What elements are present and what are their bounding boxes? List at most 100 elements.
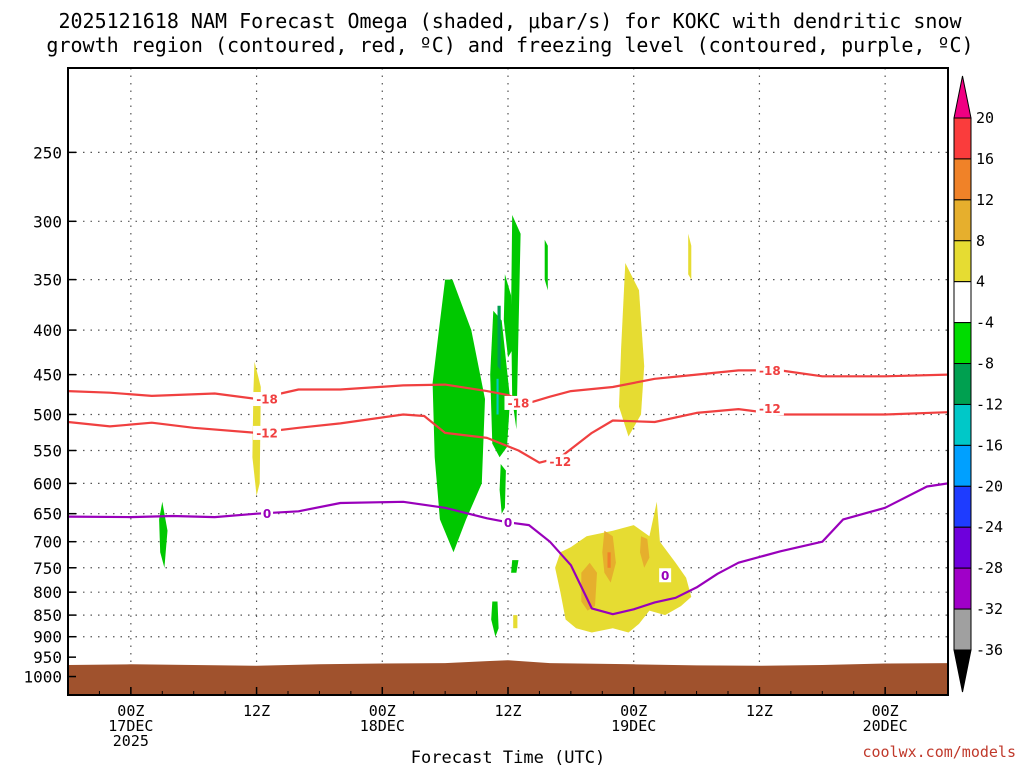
colorbar-label: -4 xyxy=(976,314,994,332)
y-tick-label: 650 xyxy=(33,505,62,524)
x-tick-label: 2025 xyxy=(113,732,149,750)
y-tick-label: 950 xyxy=(33,648,62,667)
y-tick-label: 900 xyxy=(33,628,62,647)
x-tick-label: 12Z xyxy=(494,702,521,720)
y-tick-label: 250 xyxy=(33,143,62,162)
contour-label: -12 xyxy=(256,426,278,440)
omega-region-4 xyxy=(619,263,645,437)
contour-label: -12 xyxy=(550,455,572,469)
colorbar-swatch xyxy=(953,567,972,610)
omega-region--12 xyxy=(496,378,499,415)
x-tick-label: 00Z xyxy=(872,702,899,720)
omega-region--4 xyxy=(511,560,519,573)
contour--12 xyxy=(68,408,948,464)
contour-label-bg xyxy=(546,454,575,469)
omega-region-4 xyxy=(513,615,518,629)
surface-fill xyxy=(68,660,948,695)
colorbar-label: 12 xyxy=(976,191,994,209)
contour-label-bg xyxy=(659,568,672,583)
colorbar-label: -20 xyxy=(976,477,1003,495)
x-tick-label: 00Z xyxy=(117,702,144,720)
colorbar-label: 4 xyxy=(976,273,985,291)
chart-title-line2: growth region (contoured, red, ºC) and f… xyxy=(46,33,973,57)
colorbar-label: -12 xyxy=(976,395,1003,413)
omega-region--4 xyxy=(490,310,511,458)
colorbar-label: -28 xyxy=(976,559,1003,577)
colorbar-swatch xyxy=(953,485,972,528)
x-tick-label: 12Z xyxy=(243,702,270,720)
colorbar-swatch xyxy=(953,281,972,324)
x-tick-label: 20DEC xyxy=(863,717,908,735)
colorbar-label: -24 xyxy=(976,518,1003,536)
y-tick-label: 750 xyxy=(33,559,62,578)
y-tick-label: 600 xyxy=(33,474,62,493)
colorbar-swatch xyxy=(953,403,972,446)
contour-label-bg xyxy=(253,392,282,407)
contour-label-bg xyxy=(261,506,274,521)
y-tick-label: 1000 xyxy=(23,668,62,687)
contour-label-bg xyxy=(755,363,784,378)
y-axis-ticks: 250 300 350 400 450 500 550 600 650 700 750 800 850 9… xyxy=(23,143,76,687)
colorbar-swatch xyxy=(953,322,972,365)
contour-label-bg xyxy=(253,425,282,440)
contour-label: -18 xyxy=(759,364,781,378)
x-tick-label: 12Z xyxy=(746,702,773,720)
x-tick-label: 17DEC xyxy=(108,717,153,735)
omega-region--4 xyxy=(499,464,506,514)
x-tick-label: 18DEC xyxy=(360,717,405,735)
x-axis-label: Forecast Time (UTC) xyxy=(411,748,605,768)
y-tick-label: 700 xyxy=(33,533,62,552)
surface-terrain xyxy=(68,660,948,695)
y-tick-label: 850 xyxy=(33,606,62,625)
colorbar-swatch xyxy=(953,158,972,201)
colorbar-swatch xyxy=(953,526,972,569)
x-tick-label: 19DEC xyxy=(611,717,656,735)
y-tick-label: 500 xyxy=(33,405,62,424)
colorbar-label: 20 xyxy=(976,109,994,127)
omega-region--4 xyxy=(159,501,168,568)
omega-region-4 xyxy=(688,233,692,280)
colorbar-top-arrow xyxy=(953,75,972,119)
colorbar-swatch xyxy=(953,117,972,160)
omega-region--4 xyxy=(511,215,521,430)
omega-region-8 xyxy=(581,562,597,611)
colorbar: 20 16 12 8 4 -4 -8 -12 -16 -20 -24 -28 -32 -36 xyxy=(953,75,1003,693)
contour-label-bg xyxy=(502,515,514,530)
y-tick-label: 350 xyxy=(33,271,62,290)
colorbar-label: 8 xyxy=(976,232,985,250)
omega-region--4 xyxy=(491,601,499,637)
omega-region--4 xyxy=(544,239,548,291)
contour-label: 0 xyxy=(661,569,669,583)
y-tick-label: 400 xyxy=(33,321,62,340)
omega-region-8 xyxy=(640,536,650,568)
omega-region-12 xyxy=(607,552,611,568)
colorbar-label: 16 xyxy=(976,150,994,168)
contour-0 xyxy=(68,482,948,616)
colorbar-swatch xyxy=(953,608,972,651)
colorbar-label: -36 xyxy=(976,641,1003,659)
omega-region-4 xyxy=(555,501,692,633)
contour-label: -18 xyxy=(508,396,530,410)
colorbar-swatch xyxy=(953,444,972,487)
colorbar-bottom-arrow xyxy=(953,649,972,693)
contour-label-bg xyxy=(755,401,784,416)
y-tick-label: 800 xyxy=(33,583,62,602)
omega-region--8 xyxy=(497,305,501,371)
colorbar-swatch xyxy=(953,240,972,283)
colorbar-label: -32 xyxy=(976,600,1003,618)
credit-text: coolwx.com/models xyxy=(862,743,1016,761)
colorbar-swatch xyxy=(953,363,972,405)
contour-label: -18 xyxy=(256,393,278,407)
x-tick-label: 00Z xyxy=(620,702,647,720)
x-tick-label: 00Z xyxy=(369,702,396,720)
y-tick-label: 450 xyxy=(33,366,62,385)
colorbar-label: -8 xyxy=(976,355,994,373)
omega-region--4 xyxy=(503,274,514,358)
y-tick-label: 300 xyxy=(33,212,62,231)
contour-label: 0 xyxy=(504,516,512,530)
colorbar-swatch xyxy=(953,199,972,242)
y-tick-label: 550 xyxy=(33,442,62,461)
colorbar-label: -16 xyxy=(976,436,1003,454)
